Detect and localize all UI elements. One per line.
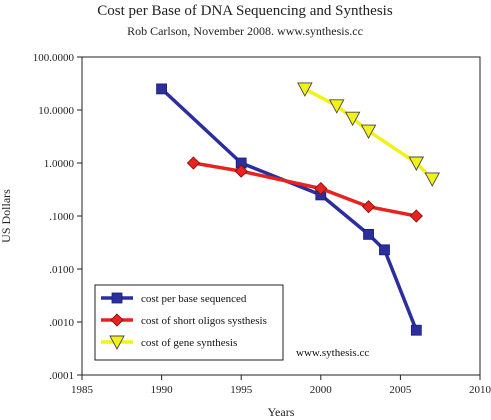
- x-tick-label: 2000: [310, 384, 333, 396]
- data-point: [297, 82, 313, 97]
- data-point: [361, 200, 376, 214]
- data-point: [379, 244, 390, 256]
- legend-marker: [110, 313, 124, 327]
- data-point: [410, 324, 422, 336]
- series-3: [297, 82, 440, 187]
- y-tick-label: .0010: [49, 317, 74, 329]
- y-tick-label: .1000: [49, 211, 74, 223]
- legend: cost per base sequenced cost of short oli…: [94, 284, 284, 361]
- data-point: [408, 156, 425, 171]
- y-axis: 100.0000 10.0000 1.0000 .1000 .0100 .0010 .000…: [33, 52, 82, 382]
- data-point: [344, 111, 361, 127]
- series-2: [186, 156, 423, 223]
- series-layer: [156, 82, 440, 336]
- watermark-annotation: www.sythesis.cc: [296, 347, 369, 359]
- x-axis: 1985 1990 1995 2000 2005 2010: [71, 375, 491, 396]
- legend-label: cost per base sequenced: [141, 293, 247, 305]
- y-tick-label: 10.0000: [38, 105, 74, 117]
- data-point: [363, 228, 374, 240]
- data-point: [314, 181, 328, 196]
- data-point: [328, 99, 345, 114]
- legend-marker: [109, 335, 125, 350]
- data-point: [156, 83, 168, 95]
- series-1-line: [160, 87, 418, 331]
- legend-label: cost of gene synthesis: [141, 337, 237, 349]
- x-axis-label: Years: [268, 405, 295, 419]
- x-tick-label: 1995: [230, 384, 253, 396]
- x-tick-label: 2005: [389, 384, 412, 396]
- y-axis-label: US Dollars: [0, 189, 13, 243]
- data-point: [409, 209, 423, 223]
- data-point: [234, 164, 248, 178]
- x-tick-label: 2010: [469, 384, 491, 396]
- y-tick-label: .0001: [49, 370, 74, 382]
- data-point: [186, 156, 201, 170]
- legend-marker: [111, 292, 123, 304]
- chart-title: Cost per Base of DNA Sequencing and Synt…: [97, 3, 393, 19]
- chart-subtitle: Rob Carlson, November 2008. www.synthesi…: [127, 24, 363, 38]
- y-tick-label: .0100: [49, 264, 74, 276]
- legend-label: cost of short oligos systhesis: [141, 315, 267, 327]
- y-tick-label: 1.0000: [44, 158, 75, 170]
- data-point: [424, 172, 440, 187]
- data-point: [360, 124, 377, 140]
- x-tick-label: 1985: [71, 384, 94, 396]
- x-tick-label: 1990: [151, 384, 174, 396]
- y-tick-label: 100.0000: [33, 52, 75, 64]
